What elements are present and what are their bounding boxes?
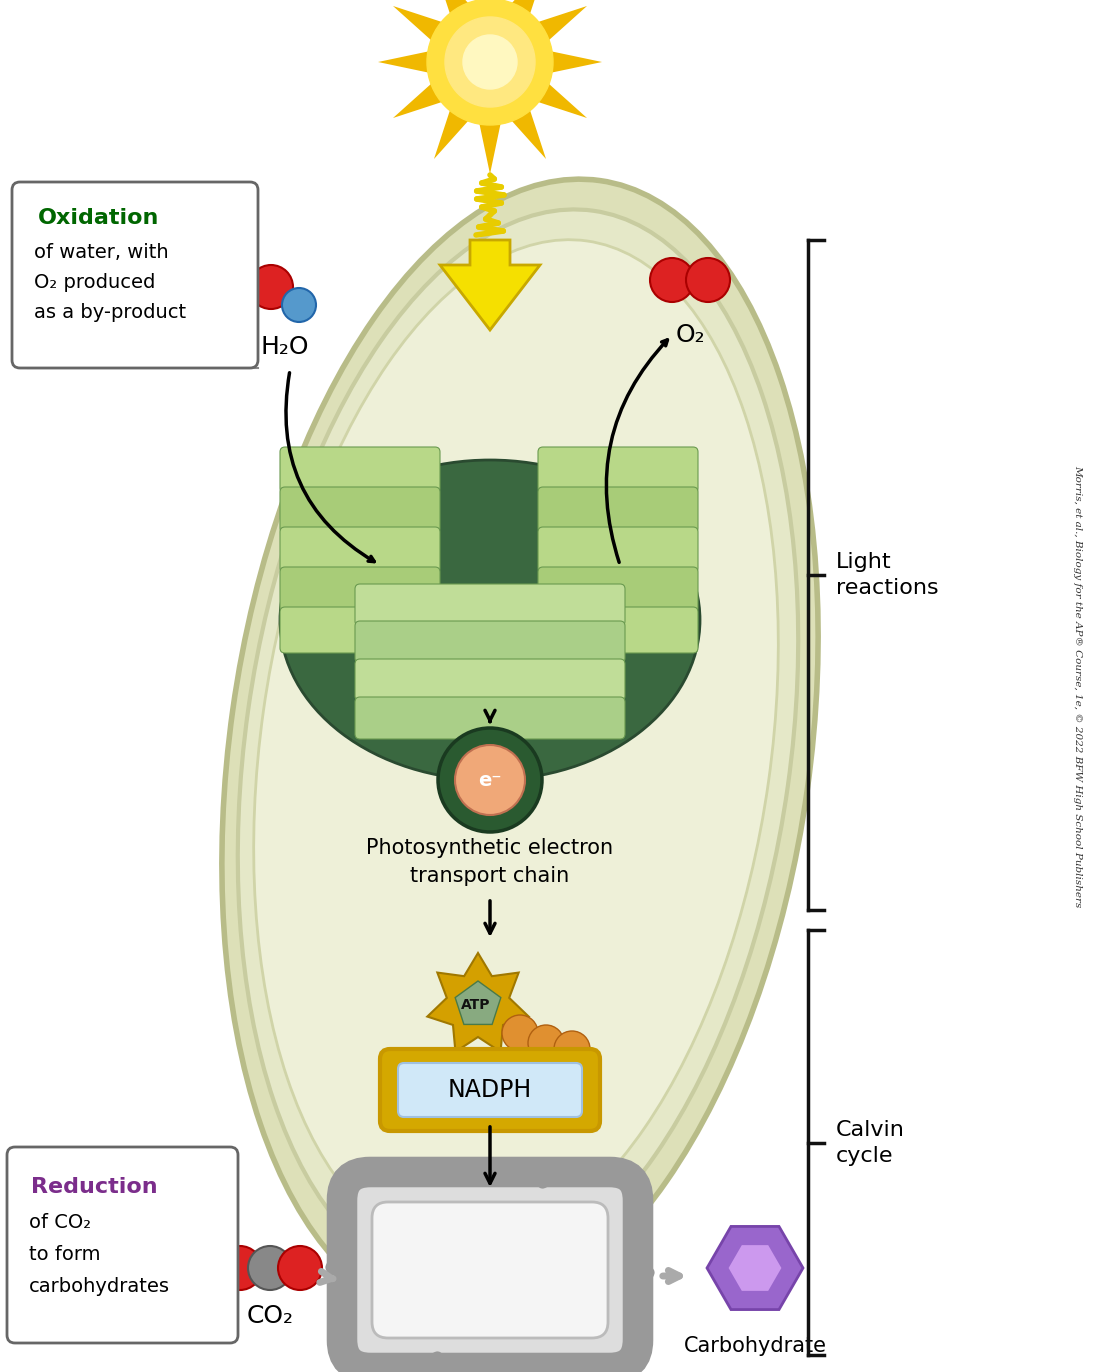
Text: CO₂: CO₂ xyxy=(246,1303,293,1328)
FancyBboxPatch shape xyxy=(12,182,258,368)
Circle shape xyxy=(249,265,293,309)
FancyBboxPatch shape xyxy=(354,659,625,701)
Circle shape xyxy=(278,1246,322,1290)
FancyBboxPatch shape xyxy=(398,1063,582,1117)
Circle shape xyxy=(248,1246,292,1290)
Polygon shape xyxy=(455,981,501,1025)
Text: as a by-product: as a by-product xyxy=(34,302,186,321)
FancyBboxPatch shape xyxy=(7,1147,238,1343)
Circle shape xyxy=(445,16,535,107)
Polygon shape xyxy=(379,0,602,174)
FancyBboxPatch shape xyxy=(280,567,440,613)
FancyBboxPatch shape xyxy=(538,567,698,613)
Text: NADPH: NADPH xyxy=(447,1078,532,1102)
Text: H₂O: H₂O xyxy=(260,335,310,359)
Text: Morris, et al., Biology for the AP® Course, 1e, © 2022 BFW High School Publisher: Morris, et al., Biology for the AP® Cour… xyxy=(1073,465,1082,907)
Text: of CO₂: of CO₂ xyxy=(30,1213,91,1232)
Text: O₂: O₂ xyxy=(675,322,705,347)
Circle shape xyxy=(554,1030,590,1067)
Text: Photosynthetic electron
transport chain: Photosynthetic electron transport chain xyxy=(366,838,614,886)
Ellipse shape xyxy=(222,180,818,1321)
Ellipse shape xyxy=(280,460,700,781)
FancyBboxPatch shape xyxy=(342,1172,638,1368)
FancyBboxPatch shape xyxy=(538,606,698,653)
FancyBboxPatch shape xyxy=(538,487,698,532)
Text: Oxidation: Oxidation xyxy=(38,209,160,228)
FancyBboxPatch shape xyxy=(280,487,440,532)
Circle shape xyxy=(686,258,730,302)
Polygon shape xyxy=(729,1246,781,1291)
FancyBboxPatch shape xyxy=(280,527,440,573)
Circle shape xyxy=(455,745,525,815)
Ellipse shape xyxy=(237,210,799,1287)
FancyBboxPatch shape xyxy=(354,697,625,740)
Text: ATP: ATP xyxy=(462,997,491,1013)
Text: Reduction: Reduction xyxy=(31,1177,158,1196)
FancyBboxPatch shape xyxy=(380,1050,600,1131)
FancyBboxPatch shape xyxy=(372,1202,608,1338)
FancyBboxPatch shape xyxy=(538,527,698,573)
Circle shape xyxy=(650,258,694,302)
FancyBboxPatch shape xyxy=(280,447,440,493)
FancyBboxPatch shape xyxy=(354,584,625,626)
Text: to form: to form xyxy=(30,1246,101,1265)
Text: Calvin
cycle: Calvin cycle xyxy=(836,1120,905,1166)
Polygon shape xyxy=(707,1227,803,1309)
Circle shape xyxy=(528,1025,565,1061)
Circle shape xyxy=(282,288,316,322)
Circle shape xyxy=(463,36,517,89)
Polygon shape xyxy=(428,954,528,1052)
Text: e⁻: e⁻ xyxy=(478,771,502,789)
Text: O₂ produced: O₂ produced xyxy=(34,273,155,291)
Ellipse shape xyxy=(254,240,778,1253)
Circle shape xyxy=(438,729,542,831)
Circle shape xyxy=(427,0,552,125)
FancyBboxPatch shape xyxy=(538,447,698,493)
Text: carbohydrates: carbohydrates xyxy=(30,1277,170,1297)
Text: Light
reactions: Light reactions xyxy=(836,552,939,598)
FancyArrow shape xyxy=(440,240,540,331)
FancyBboxPatch shape xyxy=(280,606,440,653)
Text: Carbohydrate: Carbohydrate xyxy=(684,1336,826,1356)
Circle shape xyxy=(218,1246,261,1290)
FancyBboxPatch shape xyxy=(354,622,625,663)
Text: of water, with: of water, with xyxy=(34,243,168,262)
Circle shape xyxy=(502,1015,538,1051)
